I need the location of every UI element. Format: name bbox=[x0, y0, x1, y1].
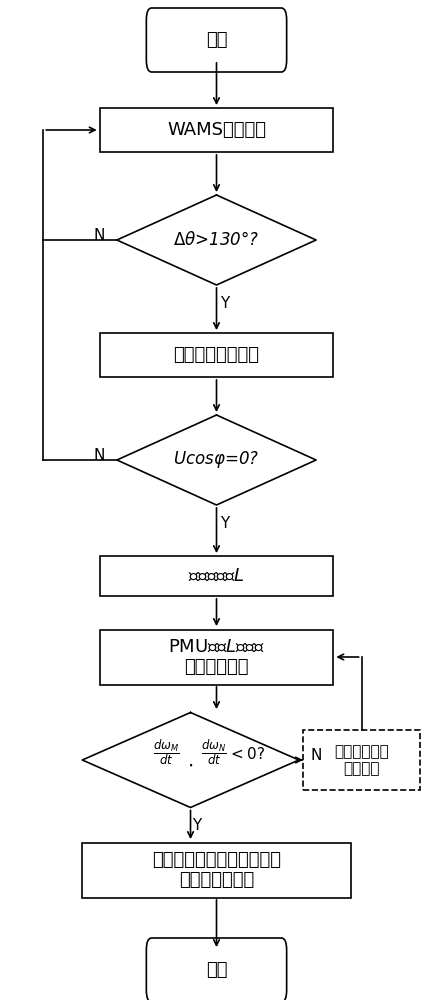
Text: N: N bbox=[94, 448, 105, 462]
FancyBboxPatch shape bbox=[146, 8, 287, 72]
Text: N: N bbox=[310, 748, 322, 762]
Text: N: N bbox=[94, 228, 105, 242]
Bar bbox=[100, 333, 333, 377]
Text: PMU测量$L$中所有
线路两端频率: PMU测量$L$中所有 线路两端频率 bbox=[168, 638, 265, 676]
Text: $\Delta\theta$>130°?: $\Delta\theta$>130°? bbox=[174, 231, 259, 249]
Text: 结束: 结束 bbox=[206, 961, 227, 979]
Bar bbox=[82, 842, 351, 898]
Bar bbox=[303, 730, 420, 790]
Text: $\cdot$: $\cdot$ bbox=[187, 756, 194, 774]
Text: Y: Y bbox=[220, 516, 229, 530]
Text: WAMS在线监测: WAMS在线监测 bbox=[167, 121, 266, 139]
Text: $\dfrac{d\omega_{M}}{dt}$: $\dfrac{d\omega_{M}}{dt}$ bbox=[153, 737, 180, 767]
Text: 对下一条线路
进行判断: 对下一条线路 进行判断 bbox=[334, 744, 389, 776]
Text: $<0$?: $<0$? bbox=[228, 746, 265, 762]
Bar bbox=[100, 630, 333, 684]
Text: $\dfrac{d\omega_{N}}{dt}$: $\dfrac{d\omega_{N}}{dt}$ bbox=[201, 737, 227, 767]
Bar bbox=[100, 108, 333, 152]
Text: Y: Y bbox=[220, 296, 229, 310]
Text: Y: Y bbox=[192, 818, 202, 833]
Text: 启动系统失步判据: 启动系统失步判据 bbox=[174, 346, 259, 364]
Text: $U$cos$\varphi$=0?: $U$cos$\varphi$=0? bbox=[174, 450, 259, 471]
FancyBboxPatch shape bbox=[146, 938, 287, 1000]
Polygon shape bbox=[117, 415, 316, 505]
Bar bbox=[100, 556, 333, 596]
Text: 确定线路集$L$: 确定线路集$L$ bbox=[188, 567, 245, 585]
Text: 发出解列信号给最优断面处
解列装置并解列: 发出解列信号给最优断面处 解列装置并解列 bbox=[152, 851, 281, 889]
Polygon shape bbox=[117, 195, 316, 285]
Polygon shape bbox=[82, 712, 299, 808]
Text: 开始: 开始 bbox=[206, 31, 227, 49]
